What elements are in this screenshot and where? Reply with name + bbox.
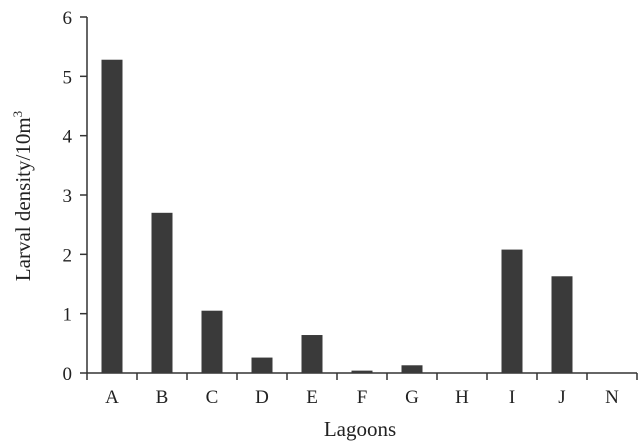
y-axis-title-superscript: 3: [10, 111, 25, 118]
y-tick-label: 0: [63, 364, 73, 385]
y-tick-label: 5: [63, 67, 73, 88]
x-tick-label: N: [605, 387, 619, 408]
x-tick-label: C: [206, 387, 219, 408]
x-tick-label: E: [306, 387, 318, 408]
y-tick-label: 1: [63, 305, 73, 326]
y-axis: 0 1 2 3 4 5 6: [63, 8, 88, 385]
bar-I: [501, 249, 523, 373]
bar-D: [251, 357, 273, 373]
x-tick-label: I: [509, 387, 515, 408]
x-tick-label: G: [405, 387, 419, 408]
bar-A: [101, 59, 123, 373]
bar-E: [301, 335, 323, 373]
y-tick-label: 2: [63, 245, 73, 266]
bars: [101, 59, 573, 373]
y-tick-label: 3: [63, 186, 73, 207]
y-tick-label: 4: [63, 127, 73, 148]
x-tick-label: D: [255, 387, 269, 408]
x-tick-label: A: [105, 387, 119, 408]
y-axis-title-text: Larval density/10m: [11, 117, 35, 281]
x-tick-label: J: [558, 387, 565, 408]
x-tick-label: H: [455, 387, 469, 408]
bar-G: [401, 365, 423, 373]
y-axis-title: Larval density/10m3: [10, 111, 35, 281]
bar-C: [201, 310, 223, 373]
x-axis-title: Lagoons: [324, 417, 396, 441]
y-tick-label: 6: [63, 8, 73, 29]
x-tick-label: B: [156, 387, 169, 408]
x-tick-label: F: [357, 387, 368, 408]
bar-J: [551, 276, 573, 373]
bar-B: [151, 212, 173, 373]
bar-F: [351, 370, 373, 373]
